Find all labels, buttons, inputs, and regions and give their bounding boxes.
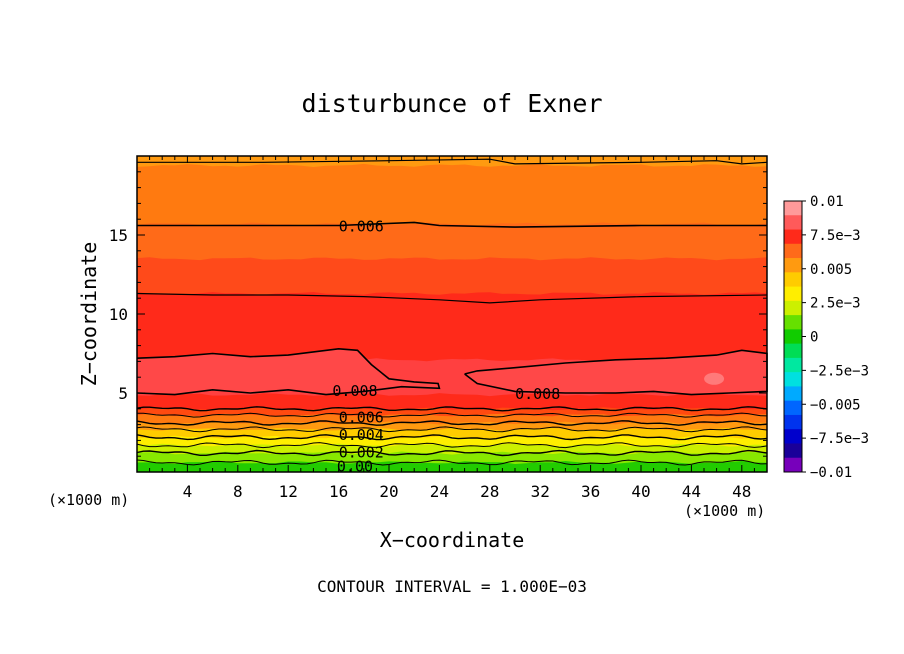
x-unit-right: (×1000 m) <box>684 502 765 520</box>
x-tick-label: 40 <box>631 482 650 501</box>
x-tick-label: 20 <box>379 482 398 501</box>
x-tick-label: 28 <box>480 482 499 501</box>
x-unit-left: (×1000 m) <box>48 491 129 509</box>
colorbar-cell <box>784 457 802 473</box>
colorbar-label: −2.5e−3 <box>810 363 869 379</box>
colorbar-cell <box>784 243 802 259</box>
contour-line <box>136 347 441 396</box>
x-tick-label: 32 <box>531 482 550 501</box>
colorbar-cell <box>784 429 802 444</box>
contour-line <box>136 412 768 418</box>
contour-label: 0.004 <box>339 426 384 444</box>
x-tick-label: 24 <box>430 482 449 501</box>
contour-line <box>136 406 768 412</box>
chart-title: disturbunce of Exner <box>301 89 602 118</box>
x-tick-label: 4 <box>183 482 193 501</box>
y-tick-label: 5 <box>118 384 128 403</box>
x-tick-label: 12 <box>279 482 298 501</box>
contour-line <box>136 426 768 433</box>
contour-label: 0.008 <box>332 382 377 400</box>
contour-line <box>136 292 768 304</box>
x-tick-label: 48 <box>732 482 751 501</box>
contour-line <box>137 221 767 228</box>
colorbar-cell <box>784 315 802 330</box>
colorbar-cell <box>784 229 802 245</box>
colorbar-cell <box>784 201 802 216</box>
contour-label: 0.008 <box>515 385 560 403</box>
contour-label: 0.006 <box>339 409 384 427</box>
colorbar-cell <box>784 357 802 373</box>
x-tick-label: 8 <box>233 482 243 501</box>
x-tick-label: 44 <box>682 482 701 501</box>
colorbar: 0.01 7.5e−3 0.005 2.5e−3 0 −2.5e−3 −0.005 −7.5e… <box>783 194 869 481</box>
contour-label: 0.002 <box>339 443 384 461</box>
colorbar-label: 2.5e−3 <box>810 296 861 312</box>
contour-line <box>137 158 768 165</box>
colorbar-cell <box>784 215 802 230</box>
maximum-region-right <box>464 350 767 395</box>
contour-label: 0.006 <box>339 218 384 236</box>
y-axis-label: Z−coordinate <box>77 242 101 387</box>
colorbar-cell <box>784 443 802 459</box>
colorbar-label: −0.01 <box>810 465 852 481</box>
maximum-region-left <box>137 348 440 395</box>
colorbar-cell <box>784 329 802 345</box>
colorbar-cell <box>784 272 802 287</box>
contour-label: 0.00 <box>337 458 373 476</box>
x-tick-label: 16 <box>329 482 348 501</box>
colorbar-label: 0 <box>810 330 818 346</box>
colorbar-label: 0.01 <box>810 194 844 210</box>
maximum-spot <box>704 372 725 385</box>
y-tick-label: 10 <box>109 305 128 324</box>
colorbar-label: −0.005 <box>810 397 861 413</box>
colorbar-label: −7.5e−3 <box>810 431 869 447</box>
contour-interval-note: CONTOUR INTERVAL = 1.000E−03 <box>317 577 587 596</box>
colorbar-cell <box>784 300 802 316</box>
colorbar-cell <box>784 386 802 402</box>
contour-line <box>136 459 768 466</box>
colorbar-cell <box>784 372 802 387</box>
colorbar-cell <box>784 258 802 273</box>
colorbar-cell <box>784 343 802 359</box>
contour-line <box>136 434 768 441</box>
contour-line <box>136 420 768 426</box>
x-axis-label: X−coordinate <box>380 528 525 552</box>
colorbar-label: 7.5e−3 <box>810 228 861 244</box>
colorbar-cell <box>784 286 802 302</box>
contour-line <box>136 442 768 449</box>
contour-line <box>136 449 768 457</box>
y-tick-label: 15 <box>109 226 128 245</box>
x-tick-label: 36 <box>581 482 600 501</box>
colorbar-label: 0.005 <box>810 262 852 278</box>
colorbar-cell <box>784 414 802 430</box>
colorbar-cell <box>784 400 802 416</box>
